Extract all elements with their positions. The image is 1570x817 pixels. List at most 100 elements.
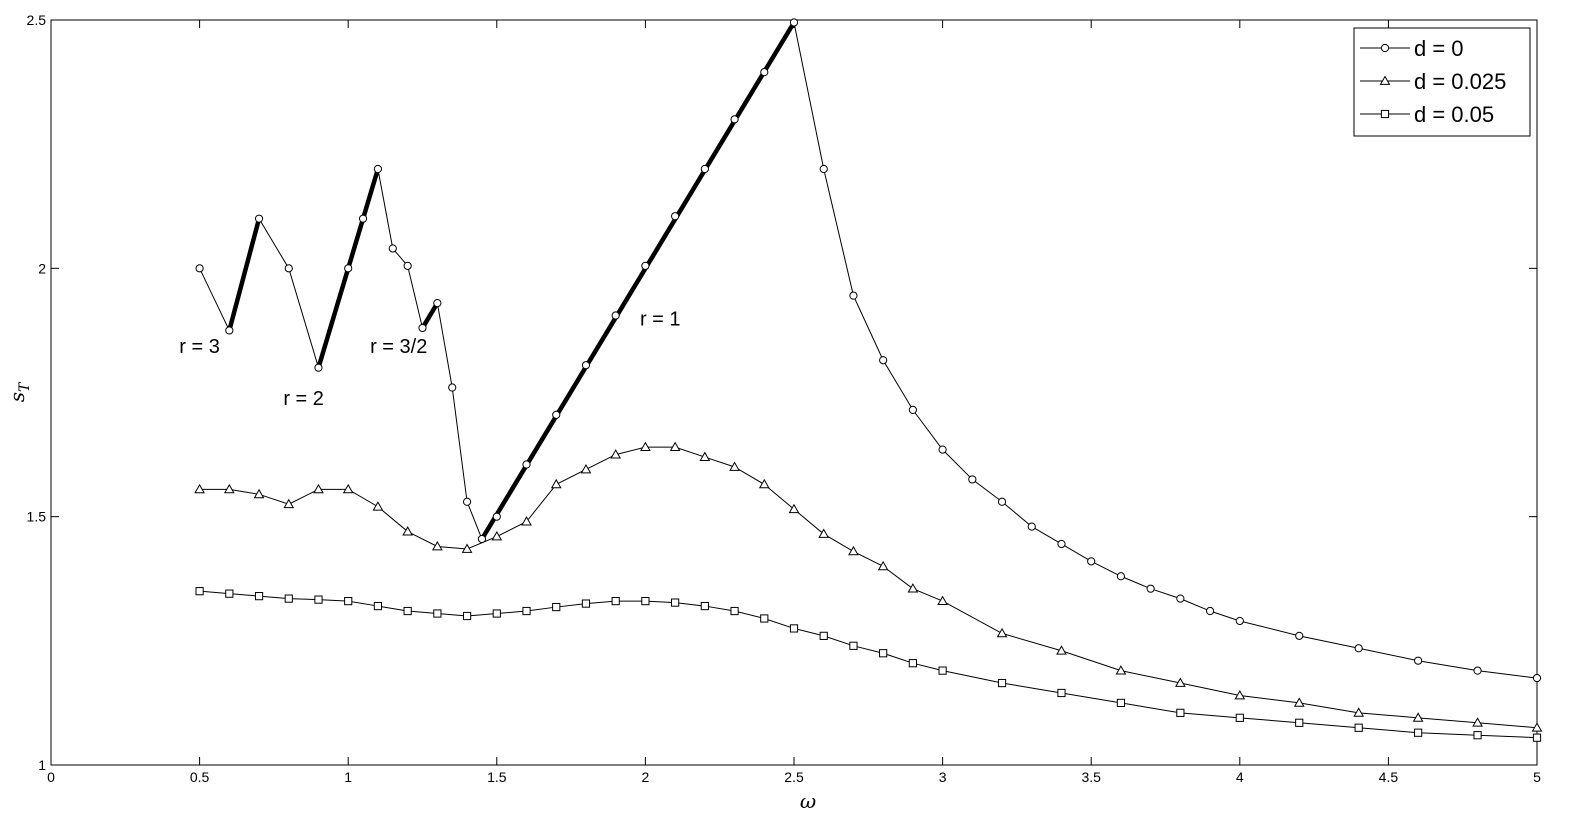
- data-point: [641, 261, 650, 270]
- data-point: [1531, 722, 1543, 732]
- data-point: [700, 601, 709, 611]
- data-point: [729, 461, 740, 471]
- data-point: [671, 212, 680, 221]
- x-tick-label: 3: [939, 769, 947, 785]
- y-tick-label: 2.5: [27, 12, 47, 28]
- data-point: [849, 291, 858, 300]
- legend-label: d = 0: [1414, 36, 1464, 61]
- data-point: [641, 597, 650, 606]
- series-line: [199, 590, 1538, 739]
- data-point: [1532, 733, 1542, 742]
- data-point: [372, 501, 384, 511]
- data-point: [581, 599, 591, 608]
- series-square: [195, 587, 1542, 742]
- data-point: [699, 451, 711, 461]
- data-point: [789, 624, 799, 633]
- data-point: [1116, 572, 1126, 581]
- data-point: [1532, 673, 1542, 683]
- legend-label: d = 0.05: [1414, 102, 1494, 127]
- data-point: [462, 611, 472, 621]
- data-point: [313, 483, 324, 494]
- data-point: [254, 214, 264, 223]
- axes: 0 0.5 1 1.5 2 2.5 3 3.5 4 4.5 5 1 1.5 2 2.5: [27, 12, 1542, 785]
- legend-entry: d = 0: [1360, 36, 1464, 61]
- data-point: [448, 383, 457, 392]
- data-point: [254, 592, 264, 601]
- data-point: [388, 244, 397, 253]
- data-point: [373, 601, 383, 611]
- data-point: [610, 449, 622, 459]
- x-tick-label: 2.5: [784, 769, 804, 785]
- data-point: [669, 441, 681, 452]
- legend-marker: [1380, 109, 1390, 119]
- data-point: [1057, 539, 1066, 549]
- data-point: [1234, 689, 1246, 700]
- data-point: [492, 512, 501, 521]
- data-point: [789, 18, 799, 27]
- data-point: [522, 606, 531, 616]
- data-point: [730, 115, 739, 124]
- data-point: [314, 595, 323, 604]
- data-point: [1235, 616, 1244, 626]
- data-point: [195, 264, 204, 273]
- data-point: [997, 678, 1007, 688]
- x-tick-label: 1.5: [487, 769, 507, 785]
- data-point: [433, 609, 442, 618]
- data-point: [640, 441, 651, 452]
- legend-label: d = 0.025: [1414, 69, 1506, 94]
- data-point: [758, 478, 770, 489]
- data-point: [1146, 584, 1155, 593]
- x-tick-label: 3.5: [1081, 769, 1101, 785]
- data-point: [223, 483, 235, 494]
- data-point: [194, 483, 205, 494]
- data-point: [225, 589, 234, 598]
- data-point: [848, 545, 859, 556]
- data-point: [877, 560, 889, 571]
- data-point: [1473, 666, 1482, 675]
- x-tick-label: 5: [1533, 769, 1541, 785]
- data-point: [225, 326, 234, 335]
- data-point: [195, 587, 204, 596]
- data-point: [1295, 718, 1304, 727]
- data-point: [373, 164, 383, 174]
- data-point: [253, 488, 265, 499]
- series-circle: [195, 18, 1542, 683]
- data-point: [521, 516, 532, 526]
- data-point: [907, 583, 919, 593]
- data-point: [342, 483, 354, 494]
- data-point: [403, 606, 412, 616]
- highlight-segment: [479, 20, 797, 542]
- data-point: [1176, 708, 1185, 717]
- data-point: [1293, 697, 1305, 707]
- annotation-label: r = 1: [640, 308, 681, 330]
- data-point: [968, 475, 977, 484]
- data-point: [284, 264, 293, 273]
- data-point: [522, 460, 531, 469]
- legend-entry: d = 0.025: [1360, 69, 1506, 94]
- data-point: [344, 264, 353, 273]
- data-point: [730, 606, 739, 616]
- data-point: [700, 164, 709, 174]
- annotations: r = 3 r = 2 r = 3/2 r = 1: [179, 308, 680, 409]
- legend-marker: [1380, 43, 1390, 53]
- data-point: [937, 595, 948, 605]
- data-point: [462, 497, 472, 506]
- data-point: [403, 261, 412, 270]
- highlight-segment: [227, 216, 262, 333]
- data-point: [819, 631, 828, 640]
- x-tick-label: 0.5: [190, 769, 210, 785]
- data-point: [818, 528, 830, 538]
- data-point: [1057, 688, 1066, 698]
- data-point: [1205, 606, 1215, 616]
- data-point: [879, 356, 888, 365]
- data-point: [580, 463, 592, 474]
- y-tick-label: 1.5: [27, 509, 47, 525]
- x-tick-label: 4.5: [1379, 769, 1399, 785]
- series-triangle: [194, 441, 1543, 732]
- data-point: [938, 666, 947, 675]
- legend: d = 0 d = 0.025 d = 0.05: [1353, 27, 1531, 137]
- data-point: [402, 526, 414, 536]
- x-tick-label: 4: [1236, 769, 1244, 785]
- data-point: [996, 627, 1008, 638]
- annotation-label: r = 2: [283, 388, 324, 410]
